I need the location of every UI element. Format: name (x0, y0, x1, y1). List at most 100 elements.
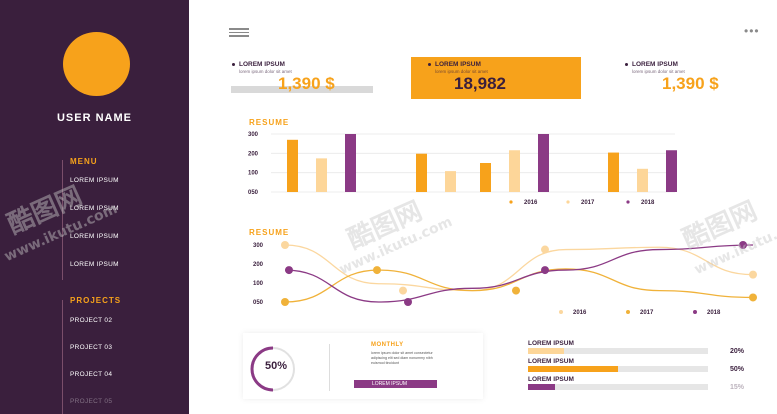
menu-item-1[interactable]: LOREM IPSUM (70, 177, 119, 184)
data-point (404, 298, 412, 306)
progress-label-3: LOREM IPSUM (528, 376, 574, 383)
y-tick-label: 200 (248, 151, 259, 157)
legend-dot (693, 310, 697, 314)
progress-fill-3 (528, 384, 555, 390)
more-options-icon[interactable]: ••• (744, 24, 760, 38)
bullet-icon (428, 62, 431, 66)
legend-dot (559, 310, 563, 314)
stat-label: LOREM IPSUM (435, 61, 481, 68)
data-point (541, 245, 549, 254)
progress-pct-3: 15% (730, 384, 745, 391)
monthly-button-label: LOREM IPSUM (372, 381, 408, 387)
y-tick-label: 300 (248, 132, 259, 138)
legend-label: 2017 (581, 200, 595, 206)
progress-label-2: LOREM IPSUM (528, 358, 574, 365)
bar (445, 171, 456, 192)
stat-card-3: LOREM IPSUM lorem ipsum dolor sit amet (625, 61, 685, 74)
data-point (512, 286, 520, 295)
y-tick-label: 100 (253, 281, 264, 287)
data-point (749, 270, 757, 279)
stat-value-1: 1,390 $ (278, 74, 335, 93)
monthly-text: lorem ipsum dolor sit amet consectetur a… (371, 351, 433, 365)
bar (416, 153, 427, 192)
series-line (284, 244, 754, 303)
legend-dot (626, 200, 630, 204)
legend-label: 2016 (573, 310, 587, 316)
hamburger-menu-icon[interactable] (229, 28, 249, 37)
data-point (739, 241, 747, 249)
progress-fill-2 (528, 366, 618, 372)
menu-item-3[interactable]: LOREM IPSUM (70, 233, 119, 240)
stat-value-2-wrap: 18,982 (454, 74, 506, 94)
stat-card-2-bg (411, 57, 581, 99)
monthly-title: MONTHLY (371, 342, 404, 348)
y-tick-label: 100 (248, 171, 259, 177)
menu-title: MENU (70, 157, 98, 166)
bar (637, 168, 648, 192)
progress-track-2 (528, 366, 708, 372)
stat-sub: lorem ipsum dolor sit amet (632, 69, 685, 74)
stat-value-1-wrap: 1,390 $ (278, 74, 335, 94)
stat-label: LOREM IPSUM (239, 61, 285, 68)
progress-pct-1: 20% (730, 348, 745, 355)
line-chart: 300 200 100 050 2016 2017 2018 (253, 241, 757, 316)
data-point (541, 266, 549, 275)
bar (287, 139, 298, 192)
bar (345, 134, 356, 192)
bar-chart-title: RESUME (249, 118, 290, 127)
card-divider (329, 344, 330, 391)
bullet-icon (625, 62, 628, 66)
y-tick-label: 050 (248, 190, 259, 196)
menu-item-2[interactable]: LOREM IPSUM (70, 205, 119, 212)
bar (538, 134, 549, 192)
data-point (373, 266, 381, 275)
bullet-icon (232, 62, 235, 66)
data-point (281, 298, 289, 306)
menu-divider (62, 160, 63, 280)
donut-chart (250, 346, 295, 392)
data-point (749, 293, 757, 302)
donut-progress-arc (250, 346, 274, 392)
stat-card-1: LOREM IPSUM lorem ipsum dolor sit amet (232, 61, 292, 74)
stat-1-underline (231, 86, 373, 93)
project-item-02[interactable]: PROJECT 02 (70, 317, 113, 324)
y-tick-label: 050 (253, 300, 264, 306)
line-chart-title: RESUME (249, 228, 290, 237)
series-line (284, 268, 754, 303)
bar-chart: 300 200 100 050 2016 2017 2018 (248, 132, 677, 206)
legend-label: 2016 (524, 200, 538, 206)
projects-title: PROJECTS (70, 296, 122, 305)
stat-card-2: LOREM IPSUM lorem ipsum dolor sit amet (428, 61, 488, 74)
legend-label: 2018 (641, 200, 655, 206)
legend-dot (566, 200, 570, 204)
y-tick-label: 200 (253, 262, 264, 268)
monthly-button[interactable]: LOREM IPSUM (354, 380, 437, 388)
avatar[interactable] (63, 32, 130, 96)
project-item-05[interactable]: PROJECT 05 (70, 398, 113, 405)
series-line (284, 244, 754, 292)
bar (666, 150, 677, 192)
data-point (285, 266, 293, 275)
stat-label: LOREM IPSUM (632, 61, 678, 68)
donut-value: 50% (264, 360, 288, 372)
progress-label-1: LOREM IPSUM (528, 340, 574, 347)
project-item-04[interactable]: PROJECT 04 (70, 371, 113, 378)
stat-value-3-wrap: 1,390 $ (662, 74, 719, 94)
project-item-03[interactable]: PROJECT 03 (70, 344, 113, 351)
sidebar: USER NAME MENU LOREM IPSUM LOREM IPSUM L… (0, 0, 189, 414)
legend-dot (509, 200, 513, 204)
data-point (399, 286, 407, 295)
menu-item-4[interactable]: LOREM IPSUM (70, 261, 119, 268)
bar (316, 158, 327, 192)
stat-sub: lorem ipsum dolor sit amet (239, 69, 292, 74)
progress-track-3 (528, 384, 708, 390)
bar (480, 163, 491, 192)
stat-value-2: 18,982 (454, 74, 506, 93)
bar (608, 152, 619, 192)
legend-label: 2017 (640, 310, 654, 316)
progress-pct-2: 50% (730, 366, 745, 373)
y-tick-label: 300 (253, 243, 264, 249)
data-point (281, 241, 289, 249)
username: USER NAME (56, 112, 132, 124)
bar (509, 150, 520, 192)
